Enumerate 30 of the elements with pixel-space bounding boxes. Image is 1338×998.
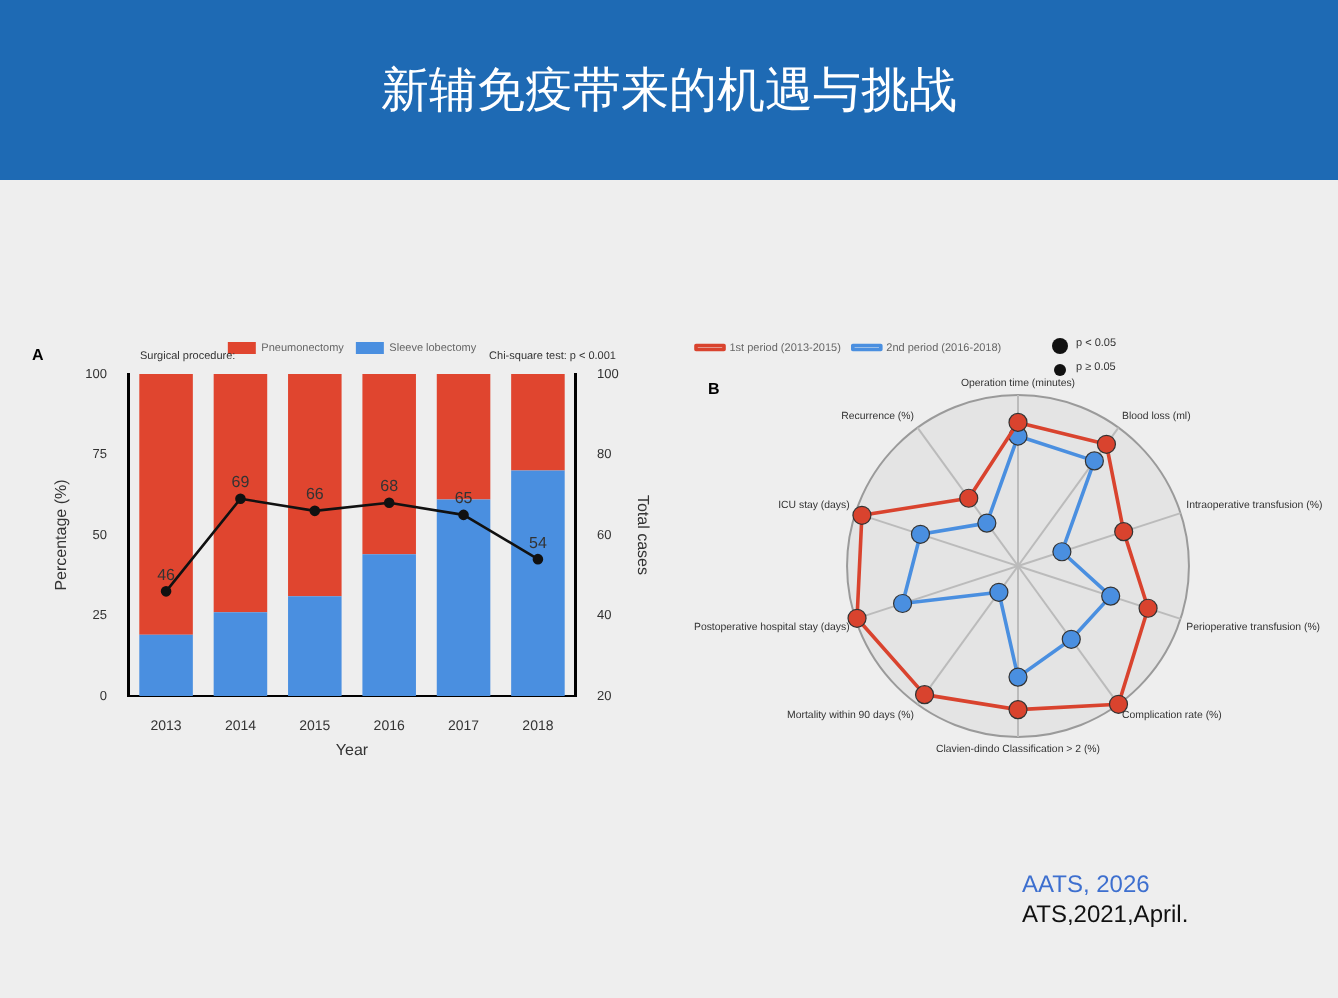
bar bbox=[288, 374, 342, 597]
bar bbox=[213, 612, 268, 696]
bar bbox=[511, 374, 565, 471]
bar bbox=[139, 634, 193, 696]
point bbox=[383, 497, 395, 509]
point bbox=[458, 509, 469, 521]
y2-axis-title: Total cases bbox=[633, 494, 652, 576]
chart-title: 新辅免疫带来的机遇与挑战 bbox=[0, 0, 1338, 180]
text: AATS, 2026 bbox=[1022, 870, 1150, 898]
bar bbox=[436, 374, 491, 500]
point bbox=[235, 493, 246, 505]
bar bbox=[139, 374, 193, 635]
text: A bbox=[32, 346, 44, 365]
data-label: 46 bbox=[157, 565, 177, 584]
data-label: 54 bbox=[529, 533, 548, 552]
point bbox=[532, 553, 544, 565]
point bbox=[309, 505, 321, 517]
x-axis-title: Year bbox=[335, 740, 369, 759]
bar bbox=[511, 470, 565, 696]
point bbox=[160, 586, 172, 597]
bar bbox=[288, 596, 342, 696]
data-label: 68 bbox=[380, 477, 400, 496]
bar bbox=[213, 374, 268, 613]
y-axis-title: Percentage (%) bbox=[52, 478, 71, 591]
data-label: 69 bbox=[231, 473, 251, 492]
text: ATS,2021,April. bbox=[1022, 900, 1189, 928]
bar bbox=[362, 374, 416, 555]
data-label: 66 bbox=[305, 485, 325, 504]
text: B bbox=[708, 380, 720, 399]
bar bbox=[362, 554, 416, 696]
